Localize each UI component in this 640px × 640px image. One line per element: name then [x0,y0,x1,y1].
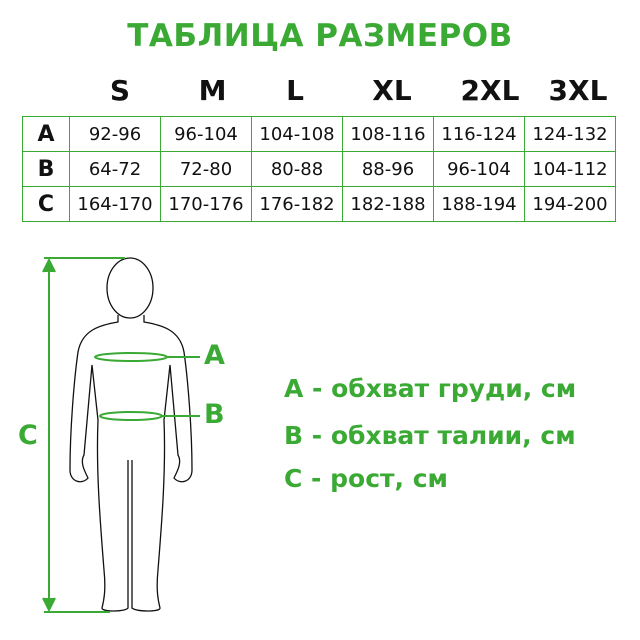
cell: 194-200 [524,186,616,222]
size-header: 3XL [548,74,608,107]
legend-item-b: B - обхват талии, см [284,421,576,450]
cell: 72-80 [160,151,252,187]
legend-item-a: A - обхват груди, см [284,374,577,403]
cell: 176-182 [251,186,343,222]
cell: 96-104 [160,116,252,152]
cell: 124-132 [524,116,616,152]
cell: 92-96 [69,116,161,152]
cell: 182-188 [342,186,434,222]
size-header: L [286,74,304,107]
legend-item-c: C - рост, см [284,464,448,493]
size-table: A 92-96 96-104 104-108 108-116 116-124 1… [22,116,616,222]
body-outline [69,257,193,612]
table-row: A 92-96 96-104 104-108 108-116 116-124 1… [22,116,616,152]
cell: 116-124 [433,116,525,152]
size-header: 2XL [460,74,520,107]
cell: 170-176 [160,186,252,222]
cell: 64-72 [69,151,161,187]
cell: 104-108 [251,116,343,152]
cell: 104-112 [524,151,616,187]
table-row: C 164-170 170-176 176-182 182-188 188-19… [22,186,616,222]
size-header: XL [372,74,412,107]
measure-lines [42,257,200,613]
label-b: B [204,399,225,430]
page-title: ТАБЛИЦА РАЗМЕРОВ [127,18,513,54]
cell: 88-96 [342,151,434,187]
label-c: C [18,420,38,451]
table-row: B 64-72 72-80 80-88 88-96 96-104 104-112 [22,151,616,187]
size-header: M [198,74,227,107]
cell: 188-194 [433,186,525,222]
row-label: A [22,116,70,152]
size-header: S [109,74,131,107]
cell: 80-88 [251,151,343,187]
cell: 96-104 [433,151,525,187]
cell: 164-170 [69,186,161,222]
label-a: A [204,340,225,371]
cell: 108-116 [342,116,434,152]
